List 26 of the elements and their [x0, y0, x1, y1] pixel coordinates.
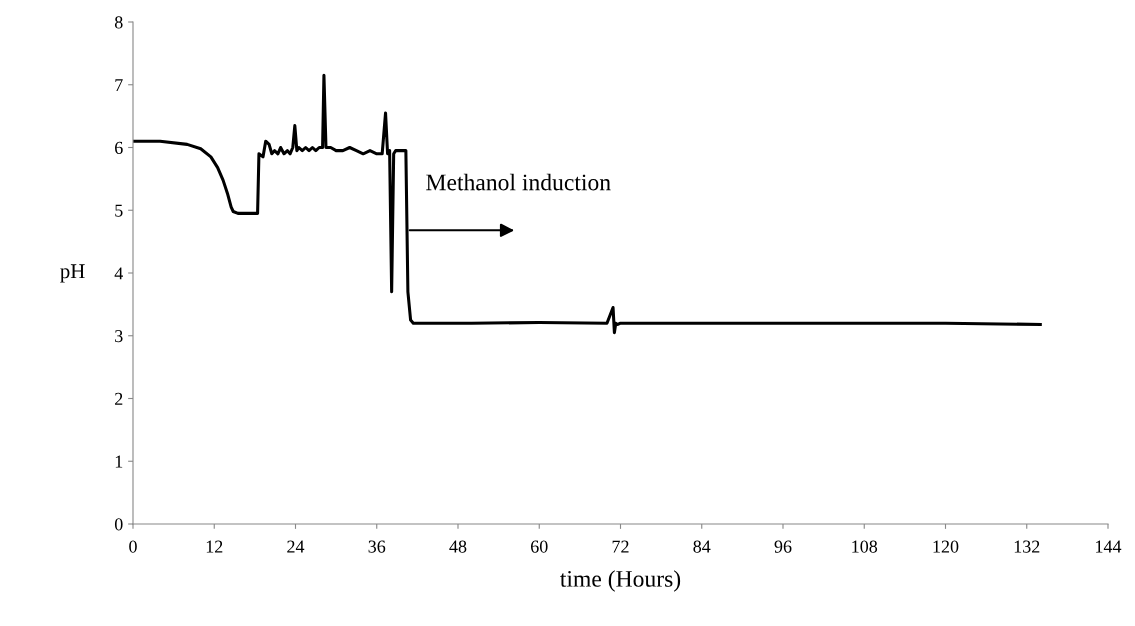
x-tick-label: 96 — [774, 540, 792, 553]
y-tick-label: 0 — [114, 518, 123, 531]
x-tick-label: 72 — [612, 540, 629, 553]
y-axis-title: pH — [60, 264, 85, 283]
x-tick-label: 120 — [933, 540, 959, 553]
annotation: Methanol induction — [426, 173, 611, 191]
x-tick-label: 12 — [206, 540, 223, 553]
y-tick-label: 2 — [115, 392, 123, 405]
x-tick-label: 84 — [693, 540, 711, 553]
y-tick-label: 8 — [114, 16, 123, 29]
x-tick-label: 36 — [368, 540, 386, 553]
y-tick-label: 7 — [115, 79, 123, 92]
x-tick-label: 132 — [1014, 540, 1040, 553]
x-tick-label: 60 — [531, 540, 548, 553]
x-axis-title: time (Hours) — [560, 570, 681, 592]
x-tick-label: 108 — [852, 540, 878, 553]
x-tick-label: 48 — [449, 540, 467, 553]
y-tick-label: 3 — [115, 330, 123, 343]
line-series — [133, 73, 1042, 335]
y-tick-label: 1 — [115, 455, 123, 468]
x-tick-label: 24 — [287, 540, 305, 553]
x-tick-label: 0 — [129, 540, 137, 553]
y-tick-label: 4 — [114, 267, 123, 280]
y-tick-label: 6 — [115, 141, 123, 154]
x-tick-label: 144 — [1096, 540, 1122, 553]
y-tick-label: 5 — [115, 204, 123, 217]
